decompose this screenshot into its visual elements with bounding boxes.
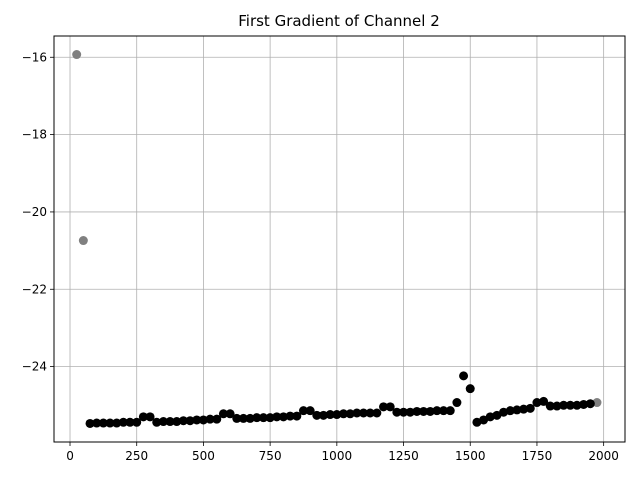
data-point (192, 415, 202, 425)
data-point (172, 417, 182, 427)
data-point (265, 413, 275, 423)
data-point (118, 417, 128, 427)
data-point (425, 406, 435, 416)
data-point (339, 409, 349, 419)
data-point (285, 411, 295, 421)
data-point (238, 413, 248, 423)
data-point (592, 398, 602, 408)
data-point (572, 400, 582, 410)
data-point (305, 406, 315, 416)
data-point (252, 413, 262, 423)
x-tick-label: 250 (125, 449, 148, 463)
data-point (245, 413, 255, 423)
data-point (392, 407, 402, 417)
data-point (112, 418, 122, 428)
data-point (125, 417, 135, 427)
data-point (372, 408, 382, 418)
data-point (352, 408, 362, 418)
data-point (132, 417, 142, 427)
y-tick-label: −18 (22, 128, 47, 142)
x-tick-label: 1000 (322, 449, 353, 463)
data-point (465, 384, 475, 394)
data-point (165, 417, 175, 427)
data-point (272, 412, 282, 422)
data-point (539, 396, 549, 406)
data-point (145, 412, 155, 422)
y-tick-label: −22 (22, 282, 47, 296)
data-point (525, 403, 535, 413)
y-tick-label: −20 (22, 205, 47, 219)
y-tick-label: −24 (22, 360, 47, 374)
data-point (178, 416, 188, 426)
data-point (405, 407, 415, 417)
x-tick-label: 750 (259, 449, 282, 463)
data-point (325, 410, 335, 420)
data-point (85, 418, 95, 428)
data-point (78, 236, 88, 246)
y-axis-ticks: −16 −18 −20 −22 −24 (22, 50, 54, 374)
data-point (92, 418, 102, 428)
data-point (459, 371, 469, 381)
data-point (212, 414, 222, 424)
x-tick-label: 0 (66, 449, 74, 463)
chart-title: First Gradient of Channel 2 (238, 12, 440, 30)
data-point (439, 406, 449, 416)
data-point (98, 418, 108, 428)
data-point (565, 400, 575, 410)
data-point (532, 398, 542, 408)
data-point (399, 407, 409, 417)
data-point (298, 406, 308, 416)
data-point (479, 415, 489, 425)
data-point (318, 410, 328, 420)
data-point (225, 409, 235, 419)
data-point (158, 417, 168, 427)
data-point (412, 406, 422, 416)
data-point (505, 406, 515, 416)
data-points (72, 50, 602, 428)
data-point (385, 402, 395, 412)
data-point (152, 417, 162, 427)
grid-lines (54, 36, 625, 442)
data-point (579, 399, 589, 409)
data-point (512, 405, 522, 415)
x-tick-label: 500 (192, 449, 215, 463)
data-point (138, 412, 148, 422)
x-tick-label: 1500 (455, 449, 486, 463)
data-point (312, 410, 322, 420)
data-point (185, 416, 195, 426)
data-point (292, 411, 302, 421)
x-axis-ticks: 0 250 500 750 1000 1250 1500 1750 2000 (66, 442, 619, 463)
data-point (445, 406, 455, 416)
data-point (432, 406, 442, 416)
x-tick-label: 2000 (588, 449, 619, 463)
data-point (492, 410, 502, 420)
data-point (205, 414, 215, 424)
data-point (552, 401, 562, 411)
data-point (72, 50, 82, 60)
data-point (218, 409, 228, 419)
data-point (198, 415, 208, 425)
data-point (359, 408, 369, 418)
data-point (545, 401, 555, 411)
data-point (278, 412, 288, 422)
y-tick-label: −16 (22, 50, 47, 64)
data-point (345, 409, 355, 419)
x-tick-label: 1750 (522, 449, 553, 463)
data-point (105, 418, 115, 428)
data-point (559, 400, 569, 410)
data-point (519, 404, 529, 414)
plot-frame (53, 35, 626, 443)
data-point (258, 413, 268, 423)
x-tick-label: 1250 (388, 449, 419, 463)
data-point (419, 406, 429, 416)
data-point (332, 410, 342, 420)
data-point (452, 398, 462, 408)
data-point (365, 408, 375, 418)
data-point (232, 413, 242, 423)
data-point (379, 402, 389, 412)
data-point (585, 399, 595, 409)
